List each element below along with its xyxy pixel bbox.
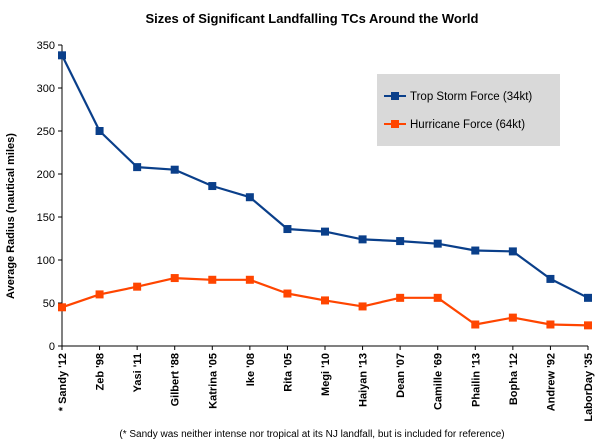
x-tick-label: Gilbert '88 (170, 353, 182, 406)
y-axis-label: Average Radius (nautical miles) (5, 133, 17, 299)
data-point (584, 321, 592, 330)
data-point (546, 274, 555, 283)
data-point (358, 302, 367, 311)
x-tick-label: Bopha '12 (508, 353, 520, 405)
data-point (471, 320, 480, 329)
data-point (133, 163, 142, 172)
x-tick-label: Ike '08 (245, 353, 257, 386)
data-point (471, 246, 480, 255)
x-tick-label: Katrina '05 (207, 353, 219, 409)
chart-title: Sizes of Significant Landfalling TCs Aro… (146, 11, 479, 26)
x-axis-ticks: * Sandy '12 Zeb '98 Yasi '11 Gilbert '88 Kat… (57, 346, 595, 422)
y-tick-label: 0 (49, 341, 55, 353)
x-tick-label: Camille '69 (433, 353, 445, 410)
legend-label-tropical: Trop Storm Force (34kt) (410, 91, 532, 103)
data-point (208, 275, 217, 284)
x-tick-label: Zeb '98 (95, 353, 107, 390)
data-point (508, 247, 517, 256)
x-tick-label: Rita '05 (282, 353, 294, 392)
x-tick-label: Phailin '13 (470, 353, 482, 407)
data-point (208, 182, 217, 191)
x-tick-label: Haiyan '13 (358, 353, 370, 407)
data-point (58, 303, 66, 312)
x-tick-label: Yasi '11 (132, 353, 144, 392)
data-point (245, 275, 254, 284)
x-tick-label: Dean '07 (395, 353, 407, 398)
data-point (584, 293, 592, 302)
series-layer (58, 51, 592, 330)
x-tick-label: LaborDay '35 (583, 353, 595, 422)
y-tick-label: 350 (37, 40, 55, 52)
x-tick-label: Andrew '92 (545, 353, 557, 411)
data-point (396, 293, 405, 302)
data-point (433, 239, 442, 248)
y-tick-label: 100 (37, 255, 55, 267)
legend-box (377, 74, 560, 146)
data-point (133, 282, 142, 291)
data-point (170, 274, 179, 283)
y-tick-label: 250 (37, 126, 55, 138)
data-point (433, 293, 442, 302)
data-point (245, 193, 254, 202)
data-point (321, 296, 329, 305)
legend-marker-hurricane (391, 120, 399, 128)
data-point (546, 320, 555, 329)
data-point (508, 313, 517, 322)
y-tick-label: 200 (37, 169, 55, 181)
legend-label-hurricane: Hurricane Force (64kt) (410, 119, 525, 131)
series-0 (58, 51, 592, 302)
series-1 (58, 274, 592, 330)
y-axis-ticks: 0 50 100 150 200 250 300 350 (37, 40, 62, 353)
y-tick-label: 300 (37, 83, 55, 95)
data-point (283, 225, 292, 234)
footnote: (* Sandy was neither intense nor tropica… (119, 429, 504, 440)
data-point (170, 165, 179, 174)
data-point (396, 237, 405, 246)
legend: Trop Storm Force (34kt) Hurricane Force … (377, 74, 560, 146)
data-point (321, 227, 329, 236)
data-point (95, 127, 104, 135)
y-tick-label: 50 (43, 298, 55, 310)
y-tick-label: 150 (37, 212, 55, 224)
x-tick-label: * Sandy '12 (57, 353, 69, 411)
data-point (283, 289, 292, 298)
legend-marker-tropical (391, 92, 399, 100)
data-point (358, 235, 367, 244)
data-point (95, 290, 104, 299)
x-tick-label: Megi '10 (320, 353, 332, 396)
data-point (58, 51, 66, 60)
